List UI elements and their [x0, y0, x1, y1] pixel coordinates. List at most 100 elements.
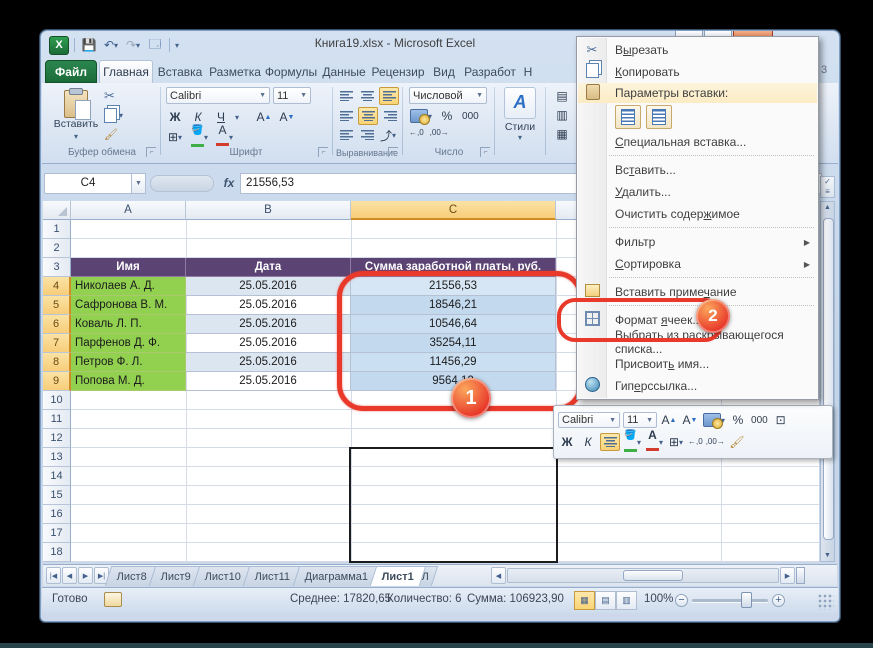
decrease-decimal-button[interactable]: ,00→ — [429, 128, 449, 137]
first-sheet-icon[interactable]: |◀ — [46, 567, 61, 584]
orientation-button[interactable]: ⤴ ▾ — [380, 128, 397, 143]
undo-icon[interactable]: ↶ ▾ — [103, 38, 119, 52]
row-header-8[interactable]: 8 — [43, 353, 71, 372]
mini-bold-button[interactable]: Ж — [561, 435, 573, 449]
borders-button[interactable]: ⊞ ▾ — [167, 130, 183, 144]
last-sheet-icon[interactable]: ▶| — [94, 567, 109, 584]
mini-shrink-font-button[interactable]: А ▼ — [682, 413, 698, 427]
zoom-level[interactable]: 100% — [644, 593, 674, 605]
horizontal-scrollbar[interactable]: ◀ ▶ — [491, 567, 805, 584]
menu-item-paste-special[interactable]: Специальная вставка... — [577, 131, 818, 153]
vertical-scrollbar[interactable]: ▲ ▼ — [820, 201, 835, 562]
mini-decrease-decimal-button[interactable]: ,00→ — [705, 437, 725, 446]
vertical-scroll-thumb[interactable] — [823, 218, 834, 540]
row-header-6[interactable]: 6 — [43, 315, 71, 334]
hscroll-thumb[interactable] — [623, 570, 683, 581]
grow-font-button[interactable]: А ▲ — [256, 110, 272, 124]
paste-option-values[interactable] — [646, 105, 672, 129]
dialog-launcher-icon[interactable]: ⌐ — [388, 147, 398, 157]
tab-рецензир[interactable]: Рецензир — [371, 64, 425, 79]
mini-font-family-select[interactable]: Calibri ▼ — [558, 412, 620, 428]
mini-merge-button[interactable]: ⊡ — [775, 413, 786, 427]
mini-font-color-button[interactable]: А ▾ — [645, 429, 664, 451]
column-header-b[interactable]: B — [186, 201, 351, 220]
tab-данные[interactable]: Данные — [322, 64, 366, 79]
row-header-13[interactable]: 13 — [43, 448, 71, 467]
align-middle-button[interactable] — [358, 88, 376, 104]
number-format-select[interactable]: Числовой ▼ — [409, 87, 487, 104]
cell-date[interactable]: 25.05.2016 — [186, 296, 351, 315]
row-header-11[interactable]: 11 — [43, 410, 71, 429]
row-header-7[interactable]: 7 — [43, 334, 71, 353]
tab-разметка[interactable]: Разметка — [209, 64, 261, 79]
paste-option-formatting[interactable] — [615, 105, 641, 129]
tab-вид[interactable]: Вид — [433, 64, 455, 79]
copy-button[interactable]: ▾ — [102, 107, 136, 123]
prev-sheet-icon[interactable]: ◀ — [62, 567, 77, 584]
excel-logo-icon[interactable]: X — [49, 35, 69, 55]
mini-grow-font-button[interactable]: А ▲ — [661, 413, 677, 427]
font-family-select[interactable]: Calibri ▼ — [166, 87, 270, 104]
mini-comma-button[interactable]: 000 — [751, 414, 768, 426]
menu-item-cut[interactable]: ✂ Вырезать — [577, 39, 818, 61]
next-sheet-icon[interactable]: ▶ — [78, 567, 93, 584]
menu-item-define-name[interactable]: Присвоить имя... — [577, 353, 818, 375]
mini-italic-button[interactable]: К — [584, 435, 592, 449]
zoom-in-button[interactable]: + — [772, 594, 785, 607]
normal-view-button[interactable]: ▦ — [574, 591, 595, 610]
sheet-tab-лист1[interactable]: Лист1 — [369, 566, 427, 586]
cell-name[interactable]: Парфенов Д. Ф. — [71, 334, 186, 353]
align-center-button[interactable] — [358, 107, 378, 125]
menu-item-hyperlink[interactable]: Гиперссылка... — [577, 375, 818, 397]
page-break-view-button[interactable]: ▥ — [616, 591, 637, 610]
dialog-launcher-icon[interactable]: ⌐ — [480, 147, 490, 157]
cell-sum[interactable]: 18546,21 — [351, 296, 556, 315]
menu-item-delete-cells[interactable]: Удалить... — [577, 181, 818, 203]
cell-name[interactable]: Сафронова В. М. — [71, 296, 186, 315]
hscroll-track[interactable] — [507, 568, 779, 583]
zoom-slider-track[interactable] — [692, 599, 768, 602]
menu-item-clear-contents[interactable]: Очистить содержимое — [577, 203, 818, 225]
menu-item-filter[interactable]: Фильтр ▶ — [577, 231, 818, 253]
paste-button[interactable]: Вставить ▾ — [52, 87, 100, 147]
insert-function-button[interactable]: fx — [223, 176, 235, 190]
scroll-up-icon[interactable]: ▲ — [824, 204, 831, 211]
name-box[interactable]: C4 — [44, 172, 132, 194]
row-header-15[interactable]: 15 — [43, 486, 71, 505]
styles-label[interactable]: Стили — [504, 121, 536, 133]
page-layout-view-button[interactable]: ▤ — [595, 591, 616, 610]
table-header-cell[interactable]: Имя — [71, 258, 186, 277]
hscroll-left-icon[interactable]: ◀ — [491, 567, 506, 584]
cell-date[interactable]: 25.05.2016 — [186, 277, 351, 296]
zoom-slider-thumb[interactable] — [741, 592, 752, 608]
menu-item-copy[interactable]: Копировать — [577, 61, 818, 83]
insert-cells-icon[interactable]: ▤ — [556, 89, 568, 103]
mini-font-size-select[interactable]: 11 ▼ — [623, 412, 657, 428]
table-header-cell[interactable]: Дата — [186, 258, 351, 277]
vertical-split-icon[interactable]: ✓ ≡ — [820, 176, 835, 198]
cell-date[interactable]: 25.05.2016 — [186, 372, 351, 391]
align-top-button[interactable] — [337, 88, 355, 104]
row-header-17[interactable]: 17 — [43, 524, 71, 543]
cell-name[interactable]: Петров Ф. Л. — [71, 353, 186, 372]
tab-формулы[interactable]: Формулы — [264, 64, 318, 79]
cell-name[interactable]: Попова М. Д. — [71, 372, 186, 391]
comma-style-button[interactable]: 000 — [462, 110, 479, 122]
save-icon[interactable]: 💾 — [81, 38, 97, 52]
mini-align-center-button[interactable] — [600, 433, 620, 451]
menu-item-format-cells[interactable]: Формат ячеек... — [577, 309, 818, 331]
align-right-button[interactable] — [381, 108, 399, 124]
tab-главная[interactable]: Главная — [99, 60, 153, 83]
row-header-3[interactable]: 3 — [43, 258, 71, 277]
font-color-button[interactable]: А ▾ — [215, 124, 234, 146]
row-header-9[interactable]: 9 — [43, 372, 71, 391]
mini-fill-color-button[interactable]: 🪣 ▾ — [623, 430, 642, 452]
dialog-launcher-icon[interactable]: ⌐ — [318, 147, 328, 157]
cell-sum[interactable]: 10546,64 — [351, 315, 556, 334]
cell-name[interactable]: Коваль Л. П. — [71, 315, 186, 334]
row-header-4[interactable]: 4 — [43, 277, 71, 296]
fill-color-button[interactable]: 🪣 ▾ — [190, 125, 209, 147]
hscroll-right-icon[interactable]: ▶ — [780, 567, 795, 584]
underline-button[interactable]: Ч — [217, 110, 225, 124]
dialog-launcher-icon[interactable]: ⌐ — [146, 147, 156, 157]
